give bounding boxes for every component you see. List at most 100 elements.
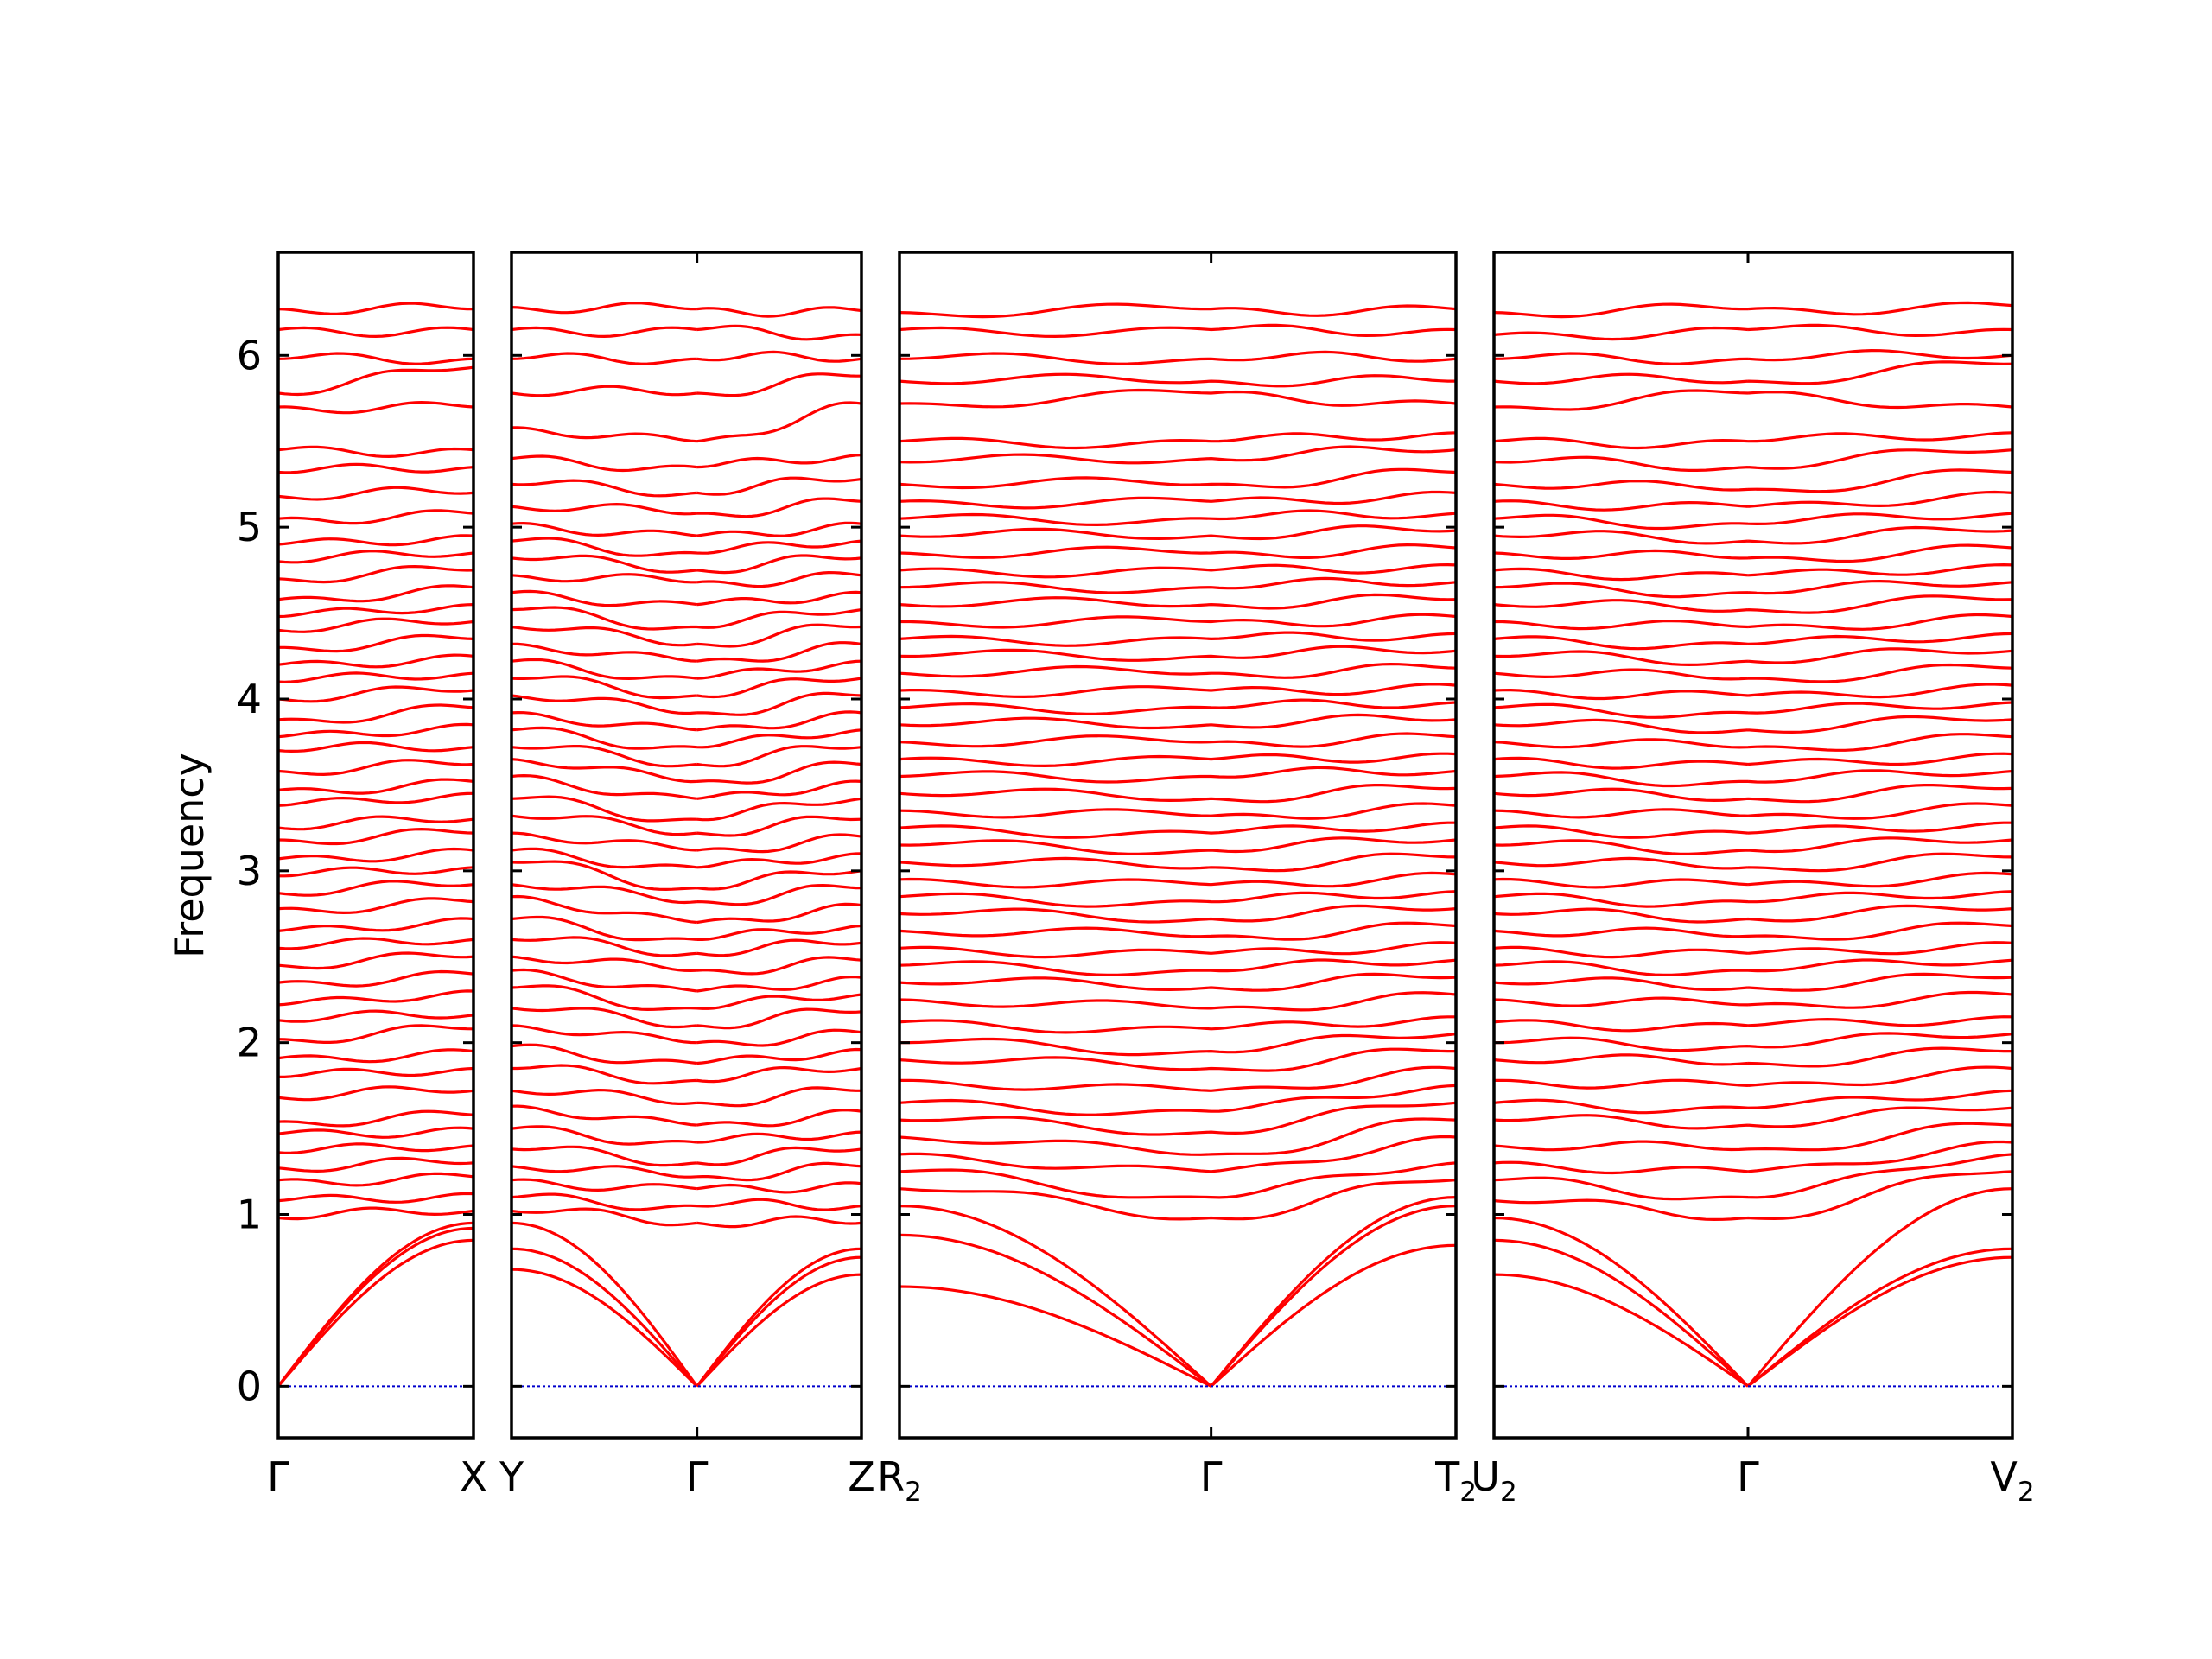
band-line [899, 1015, 1456, 1034]
band-line [511, 476, 862, 498]
band-line [899, 921, 1457, 941]
band-line [511, 773, 862, 800]
band-line [1493, 890, 2013, 908]
band-line [277, 584, 474, 603]
band-line [899, 576, 1457, 594]
y-tick-label: 1 [237, 1192, 262, 1238]
band-line [511, 658, 862, 681]
band-line [277, 815, 474, 831]
band-line [1493, 525, 2013, 545]
band-line [511, 1247, 862, 1388]
band-line [899, 524, 1457, 541]
band-line [511, 745, 862, 768]
band-line [1493, 715, 2013, 734]
band-line [899, 852, 1457, 873]
band-line [1494, 613, 2013, 631]
band-line [277, 741, 474, 753]
band-line [1493, 921, 2013, 941]
band-line [511, 554, 862, 575]
band-line [899, 1033, 1457, 1057]
band-line [511, 691, 862, 716]
band-line [899, 991, 1457, 1012]
band-line [899, 1101, 1457, 1136]
band-line [1493, 594, 2013, 614]
band-line [899, 323, 1457, 339]
band-line [899, 713, 1457, 730]
band-line [1493, 360, 2013, 385]
x-tick-label-5: R2 [877, 1453, 922, 1508]
band-line [1493, 468, 2013, 493]
band-line [899, 645, 1457, 662]
band-line [277, 969, 474, 988]
band-line [1493, 1255, 2013, 1388]
band-line [511, 814, 862, 837]
panel-frame [898, 251, 1458, 1440]
band-line [1493, 323, 2013, 341]
band-line [899, 1047, 1456, 1072]
band-line [511, 984, 862, 1012]
band-line [899, 958, 1457, 977]
band-line [1493, 1187, 2013, 1388]
x-tick-label-1: X [460, 1453, 487, 1500]
band-line [277, 1109, 474, 1128]
band-line [511, 1104, 862, 1128]
band-line [277, 302, 474, 315]
x-tick-label-4: Z [848, 1453, 875, 1500]
band-line [277, 917, 474, 932]
band-line [511, 1043, 862, 1065]
band-line [511, 955, 862, 976]
band-line [277, 847, 474, 863]
panel-3-bands [1493, 301, 2013, 1388]
band-line [277, 326, 474, 339]
band-line [511, 1268, 862, 1388]
band-line [1493, 821, 2012, 839]
band-line [1493, 1170, 2013, 1222]
x-tick-label-10: V2 [1990, 1453, 2034, 1508]
x-tick-label-2: Y [499, 1453, 524, 1500]
band-line [1493, 958, 2013, 977]
band-line [899, 593, 1457, 610]
band-line [511, 1178, 862, 1194]
band-line [1493, 1065, 2013, 1090]
band-line [278, 633, 474, 653]
band-line [899, 941, 1457, 959]
band-line [1493, 1106, 2013, 1130]
panel-frame [510, 251, 863, 1440]
band-line [511, 883, 862, 906]
band-line [277, 365, 474, 397]
band-line [277, 617, 474, 633]
band-line [277, 400, 474, 415]
band-line [511, 301, 862, 318]
band-line [511, 350, 862, 365]
band-line [277, 759, 474, 777]
band-line [277, 564, 474, 584]
band-line [1493, 836, 2013, 855]
x-tick-label-9: Γ [1737, 1453, 1759, 1500]
band-line [511, 1221, 862, 1388]
band-line [511, 521, 862, 537]
band-line [276, 1238, 474, 1388]
band-line [1493, 769, 2013, 788]
band-line [1493, 852, 2013, 873]
panel-frame [1492, 251, 2014, 1440]
band-line [277, 1024, 474, 1044]
y-tick-label: 0 [237, 1363, 262, 1409]
band-line [899, 821, 1456, 839]
band-line [511, 726, 862, 750]
band-line [511, 860, 862, 892]
band-line [276, 1221, 474, 1388]
panel-0-bands [276, 302, 474, 1388]
band-line [1493, 663, 2013, 683]
panel-2-bands [899, 302, 1457, 1388]
band-line [899, 904, 1457, 924]
band-line [511, 675, 862, 700]
band-line [1493, 348, 2013, 365]
band-line [276, 1226, 474, 1388]
band-line [511, 1192, 862, 1211]
panel-2 [898, 251, 1458, 1440]
band-line [1493, 632, 2013, 651]
band-line [899, 1117, 1457, 1156]
band-line [899, 802, 1457, 820]
band-line [511, 606, 862, 631]
